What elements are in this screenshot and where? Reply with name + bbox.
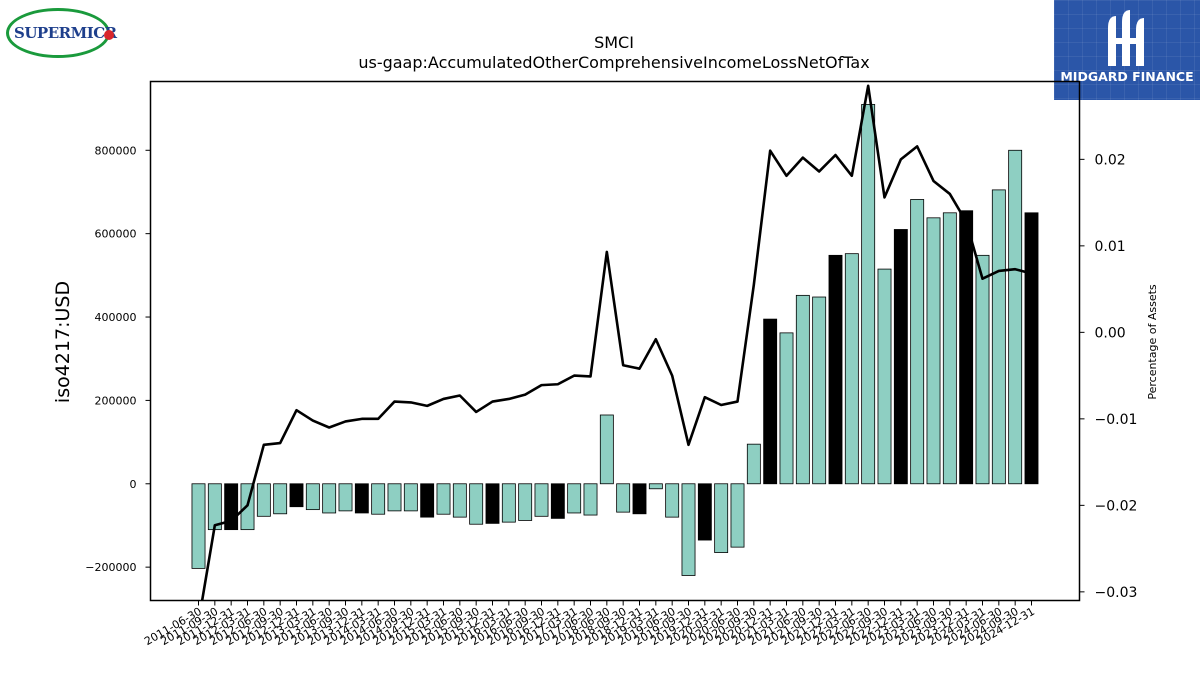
bar-32	[714, 483, 729, 553]
bar-6	[289, 483, 304, 508]
bar-46	[942, 212, 957, 485]
y2-tick-label-1: −0.02	[1095, 498, 1138, 514]
bar-42	[877, 268, 892, 485]
bar-16	[452, 483, 467, 518]
y2-axis-label: Percentage of Assets	[1146, 284, 1159, 400]
bar-35	[763, 318, 778, 485]
bar-22	[550, 483, 565, 519]
bar-40	[844, 253, 859, 485]
y2-tick-label-4: 0.01	[1095, 239, 1126, 255]
bar-45	[926, 217, 941, 485]
chart-title: SMCI	[594, 33, 634, 52]
y-tick-label-5: 800000	[95, 144, 137, 157]
bar-43	[893, 229, 908, 485]
bar-11	[371, 483, 386, 515]
supermicro-logo: SUPERMICR	[4, 4, 117, 62]
bar-34	[746, 443, 761, 485]
bar-37	[795, 294, 810, 485]
bar-23	[567, 483, 582, 514]
bar-24	[583, 483, 598, 516]
bar-30	[681, 483, 696, 576]
bar-50	[1008, 149, 1023, 485]
bar-21	[534, 483, 549, 517]
bar-36	[779, 332, 794, 485]
bar-27	[632, 483, 647, 515]
bar-38	[812, 296, 827, 485]
chart-subtitle: us-gaap:AccumulatedOtherComprehensiveInc…	[358, 53, 869, 72]
bar-49	[991, 189, 1006, 485]
bar-41	[861, 104, 876, 485]
bar-8	[322, 483, 337, 514]
bar-33	[730, 483, 745, 548]
bar-26	[616, 483, 631, 513]
midgard-finance-logo: MIDGARD FINANCE	[1054, 0, 1200, 100]
y2-tick-label-2: −0.01	[1095, 412, 1138, 428]
logo-wordmark: SUPERMICR	[14, 24, 117, 42]
logo-brand-text: MIDGARD FINANCE	[1060, 69, 1194, 84]
bar-4	[256, 483, 271, 517]
midgard-mark-icon	[1108, 10, 1144, 66]
y-tick-label-0: −200000	[85, 561, 136, 574]
bar-31	[697, 483, 712, 541]
bar-13	[403, 483, 418, 512]
y-tick-label-4: 600000	[95, 228, 137, 241]
y2-tick-label-5: 0.02	[1095, 152, 1126, 168]
bar-0	[191, 483, 206, 569]
logo-dot-icon	[104, 30, 114, 40]
bar-51	[1024, 212, 1039, 485]
bar-25	[599, 414, 614, 485]
bar-39	[828, 254, 843, 485]
y-axis-label: iso4217:USD	[52, 281, 74, 403]
bar-14	[420, 483, 435, 518]
bar-12	[387, 483, 402, 512]
y-tick-label-1: 0	[130, 478, 137, 491]
bar-48	[975, 254, 990, 485]
y2-tick-label-3: 0.00	[1095, 325, 1126, 341]
bar-7	[305, 483, 320, 511]
bar-20	[518, 483, 533, 521]
bar-17	[469, 483, 484, 525]
percent-of-assets-line	[200, 84, 1032, 601]
y-tick-label-3: 400000	[95, 311, 137, 324]
bar-5	[273, 483, 288, 515]
bar-44	[910, 199, 925, 485]
bar-9	[338, 483, 353, 512]
bar-19	[501, 483, 516, 523]
y2-tick-label-0: −0.03	[1095, 585, 1138, 601]
bar-10	[354, 483, 369, 514]
bar-18	[485, 483, 500, 524]
bar-29	[665, 483, 680, 518]
bar-47	[959, 210, 974, 485]
y-tick-label-2: 200000	[95, 394, 137, 407]
bar-15	[436, 483, 451, 515]
plot-frame	[149, 80, 1081, 602]
bar-28	[648, 483, 663, 490]
